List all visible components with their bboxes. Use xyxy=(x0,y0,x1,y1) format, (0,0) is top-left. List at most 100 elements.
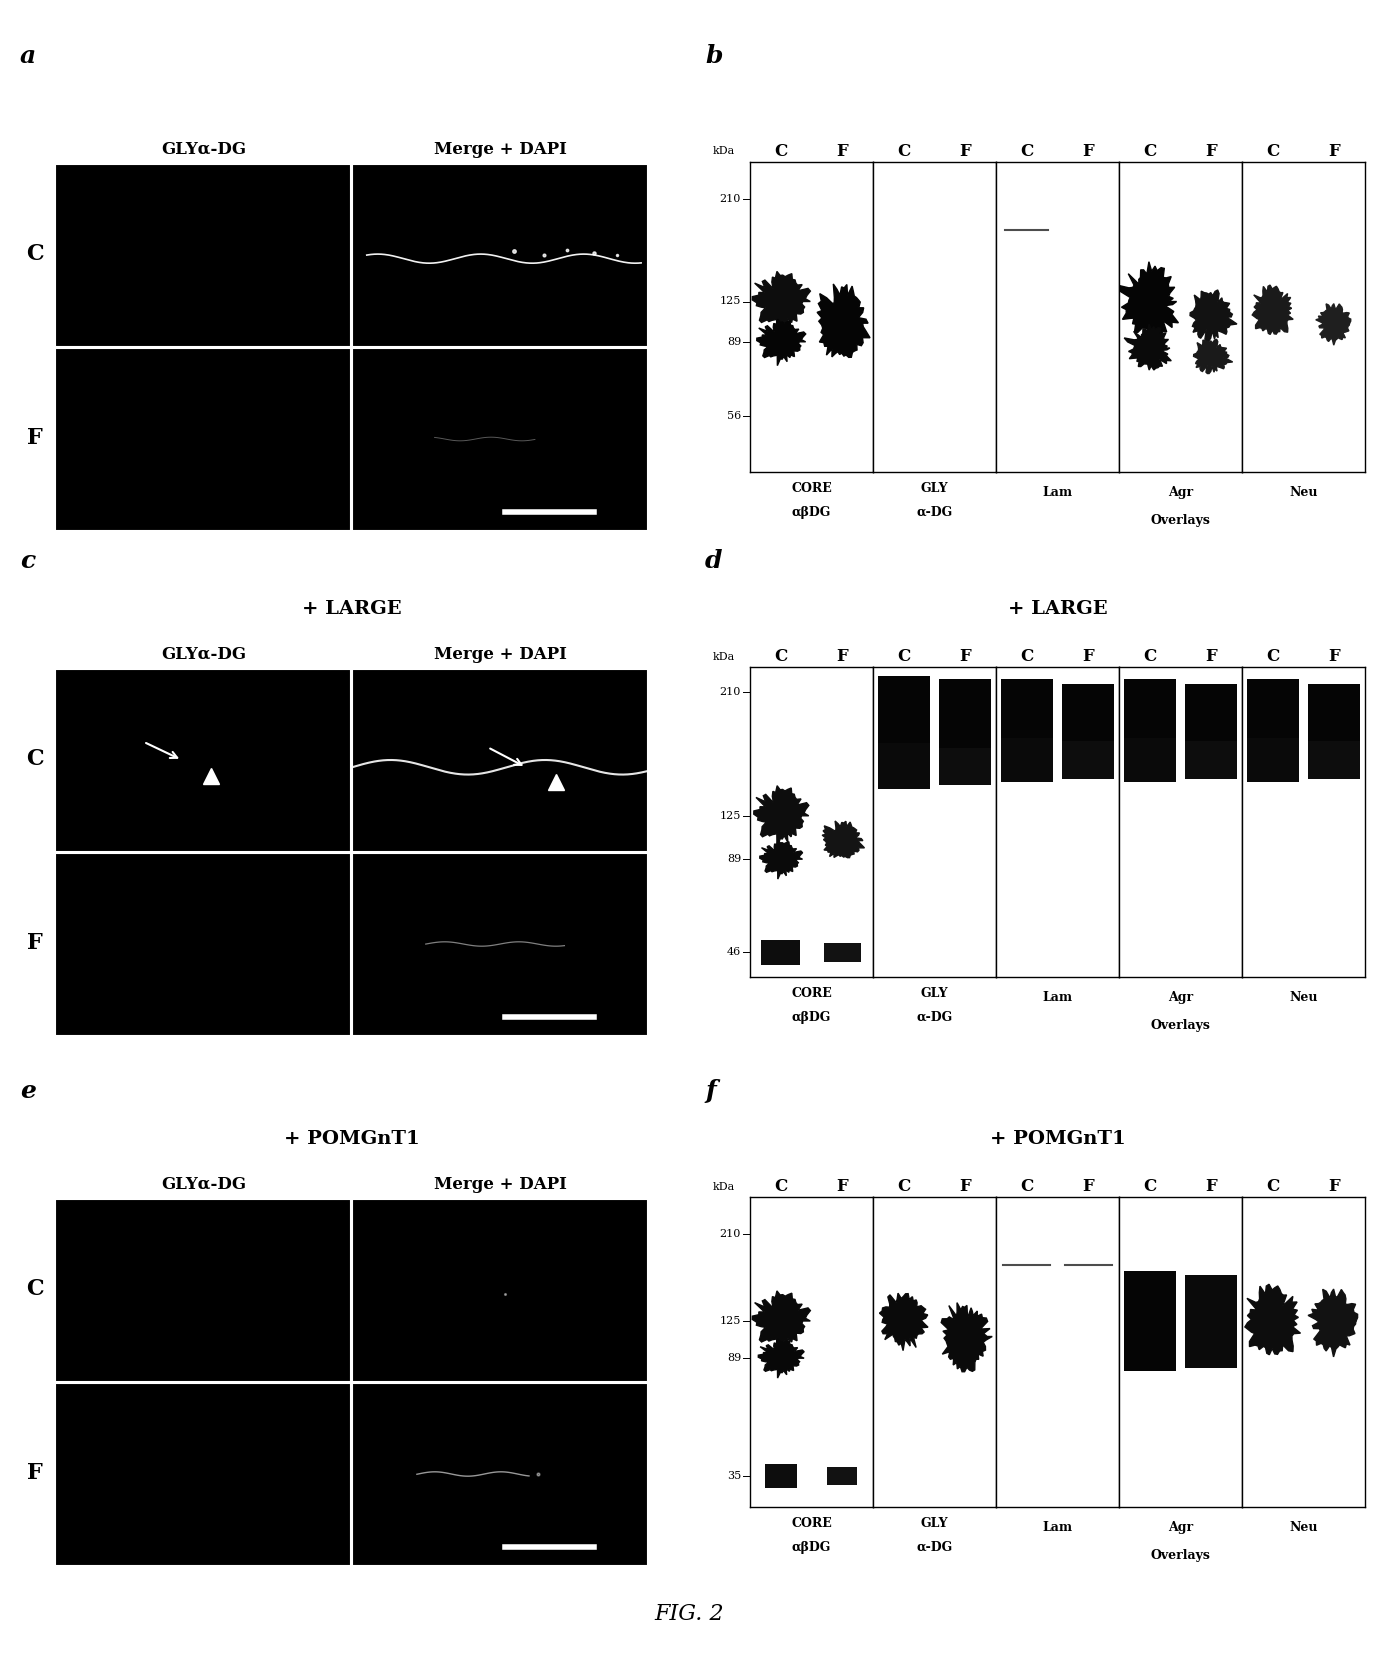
Text: C: C xyxy=(1144,1178,1156,1195)
Text: Overlays: Overlays xyxy=(1151,514,1210,527)
Text: 56: 56 xyxy=(726,411,741,421)
Text: α-DG: α-DG xyxy=(916,1541,952,1554)
Text: kDa: kDa xyxy=(712,146,734,156)
Text: 89: 89 xyxy=(726,336,741,346)
Text: F: F xyxy=(1328,143,1341,160)
Polygon shape xyxy=(1253,285,1293,334)
Text: Lam: Lam xyxy=(1042,486,1072,499)
Text: GLYα-DG: GLYα-DG xyxy=(161,1176,247,1193)
Text: F: F xyxy=(1082,143,1094,160)
Text: Merge + DAPI: Merge + DAPI xyxy=(434,141,566,158)
Text: 210: 210 xyxy=(719,195,741,205)
Text: αβDG: αβDG xyxy=(792,1012,831,1023)
Text: Overlays: Overlays xyxy=(1151,1549,1210,1562)
Text: α-DG: α-DG xyxy=(916,1012,952,1023)
Polygon shape xyxy=(823,820,864,857)
Bar xyxy=(1000,679,1053,765)
Text: F: F xyxy=(959,143,971,160)
Text: GLYα-DG: GLYα-DG xyxy=(161,141,247,158)
Bar xyxy=(940,679,991,765)
Text: C: C xyxy=(1020,1178,1034,1195)
Polygon shape xyxy=(752,271,810,333)
Text: F: F xyxy=(1328,647,1341,666)
Bar xyxy=(1124,739,1175,782)
Text: FIG. 2: FIG. 2 xyxy=(655,1602,723,1626)
Text: F: F xyxy=(1082,1178,1094,1195)
Text: b: b xyxy=(706,43,722,68)
Text: GLY: GLY xyxy=(921,483,948,494)
Text: αβDG: αβDG xyxy=(792,506,831,519)
Text: Lam: Lam xyxy=(1042,1521,1072,1534)
Text: F: F xyxy=(28,1463,43,1484)
Text: CORE: CORE xyxy=(791,483,832,494)
Text: C: C xyxy=(1020,647,1034,666)
Text: CORE: CORE xyxy=(791,1518,832,1529)
Polygon shape xyxy=(817,285,870,358)
Text: F: F xyxy=(959,1178,971,1195)
Text: 125: 125 xyxy=(719,296,741,306)
Bar xyxy=(1000,739,1053,782)
Bar xyxy=(1247,739,1298,782)
Bar xyxy=(761,940,801,965)
Text: C: C xyxy=(1266,143,1279,160)
Bar xyxy=(828,1466,857,1486)
Text: 125: 125 xyxy=(719,810,741,820)
Text: F: F xyxy=(1206,647,1217,666)
Text: αβDG: αβDG xyxy=(792,1541,831,1554)
Bar xyxy=(1124,679,1175,765)
Text: Lam: Lam xyxy=(1042,990,1072,1003)
Text: Neu: Neu xyxy=(1290,1521,1317,1534)
Bar xyxy=(765,1464,796,1488)
Polygon shape xyxy=(941,1303,992,1371)
Text: C: C xyxy=(26,1278,44,1300)
Text: 210: 210 xyxy=(719,1230,741,1240)
Text: Agr: Agr xyxy=(1169,1521,1193,1534)
Bar xyxy=(1124,1271,1175,1371)
Text: C: C xyxy=(897,647,911,666)
Text: C: C xyxy=(1144,647,1156,666)
Text: F: F xyxy=(836,647,847,666)
Text: GLY: GLY xyxy=(921,1518,948,1529)
Text: e: e xyxy=(21,1078,36,1103)
Polygon shape xyxy=(1116,261,1178,338)
Polygon shape xyxy=(1308,1290,1357,1356)
Text: Merge + DAPI: Merge + DAPI xyxy=(434,646,566,662)
Text: F: F xyxy=(28,932,43,953)
Text: Overlays: Overlays xyxy=(1151,1018,1210,1032)
Bar xyxy=(1062,742,1113,779)
Polygon shape xyxy=(1316,305,1350,344)
Polygon shape xyxy=(1193,339,1233,373)
Text: 46: 46 xyxy=(726,947,741,957)
Bar xyxy=(1247,679,1298,765)
Bar xyxy=(940,747,991,785)
Text: F: F xyxy=(1206,143,1217,160)
Polygon shape xyxy=(879,1293,927,1351)
Text: C: C xyxy=(897,143,911,160)
Bar xyxy=(1062,684,1113,762)
Polygon shape xyxy=(759,840,802,879)
Text: 89: 89 xyxy=(726,1353,741,1363)
Text: kDa: kDa xyxy=(712,1181,734,1191)
Polygon shape xyxy=(1191,290,1237,341)
Text: F: F xyxy=(1328,1178,1341,1195)
Polygon shape xyxy=(757,319,806,366)
Polygon shape xyxy=(1244,1285,1301,1354)
Text: CORE: CORE xyxy=(791,987,832,1000)
Bar xyxy=(1185,684,1237,762)
Text: a: a xyxy=(21,43,36,68)
Text: kDa: kDa xyxy=(712,652,734,662)
Text: C: C xyxy=(26,749,44,770)
Bar xyxy=(1185,1275,1237,1368)
Bar xyxy=(1309,742,1360,779)
Polygon shape xyxy=(752,1291,810,1353)
Text: 125: 125 xyxy=(719,1316,741,1326)
Text: + LARGE: + LARGE xyxy=(302,601,402,617)
Text: Agr: Agr xyxy=(1169,990,1193,1003)
Text: F: F xyxy=(959,647,971,666)
Text: F: F xyxy=(836,1178,847,1195)
Bar xyxy=(1185,742,1237,779)
Text: 89: 89 xyxy=(726,854,741,864)
Text: + LARGE: + LARGE xyxy=(1007,601,1108,617)
Polygon shape xyxy=(754,785,809,847)
Text: + POMGnT1: + POMGnT1 xyxy=(284,1130,420,1148)
